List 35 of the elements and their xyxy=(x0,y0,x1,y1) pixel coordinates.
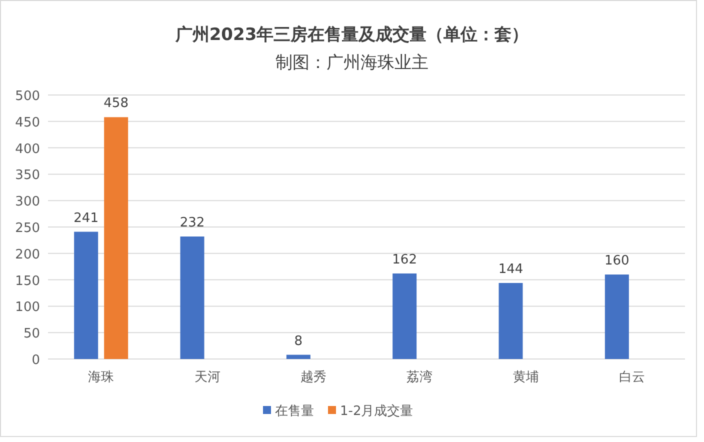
x-tick-label: 海珠 xyxy=(88,370,114,385)
bar xyxy=(498,282,523,359)
legend-label: 在售量 xyxy=(275,404,314,419)
data-label: 160 xyxy=(604,254,630,269)
y-tick-label: 400 xyxy=(15,142,40,157)
y-tick-label: 300 xyxy=(15,194,40,210)
data-label: 241 xyxy=(74,210,98,226)
data-label: 8 xyxy=(294,334,303,349)
data-label: 458 xyxy=(104,96,128,112)
y-tick-label: 500 xyxy=(15,89,40,104)
y-tick-label: 150 xyxy=(15,274,40,289)
x-tick-label: 黄埔 xyxy=(512,370,539,385)
data-label: 162 xyxy=(392,252,417,268)
y-tick-label: 0 xyxy=(32,353,40,368)
bar xyxy=(180,236,204,359)
x-tick-label: 天河 xyxy=(194,370,220,385)
y-tick-label: 250 xyxy=(15,221,40,236)
chart-title: 广州2023年三房在售量及成交量（单位：套） xyxy=(174,25,529,45)
y-tick-label: 50 xyxy=(23,326,40,342)
data-label: 232 xyxy=(180,216,205,231)
y-tick-label: 200 xyxy=(15,247,40,262)
bar xyxy=(604,274,629,359)
x-tick-label: 荔湾 xyxy=(406,369,433,385)
y-tick-label: 100 xyxy=(15,300,40,316)
bar xyxy=(104,117,128,359)
x-tick-label: 越秀 xyxy=(300,370,326,385)
y-tick-label: 350 xyxy=(15,168,40,184)
bar xyxy=(286,354,310,359)
chart-subtitle: 制图：广州海珠业主 xyxy=(276,53,428,73)
bar xyxy=(74,232,98,359)
y-tick-label: 450 xyxy=(15,115,40,130)
data-label: 144 xyxy=(498,262,524,277)
legend-label: 1-2月成交量 xyxy=(340,403,414,419)
x-tick-label: 白云 xyxy=(618,370,645,385)
bar xyxy=(392,273,417,359)
